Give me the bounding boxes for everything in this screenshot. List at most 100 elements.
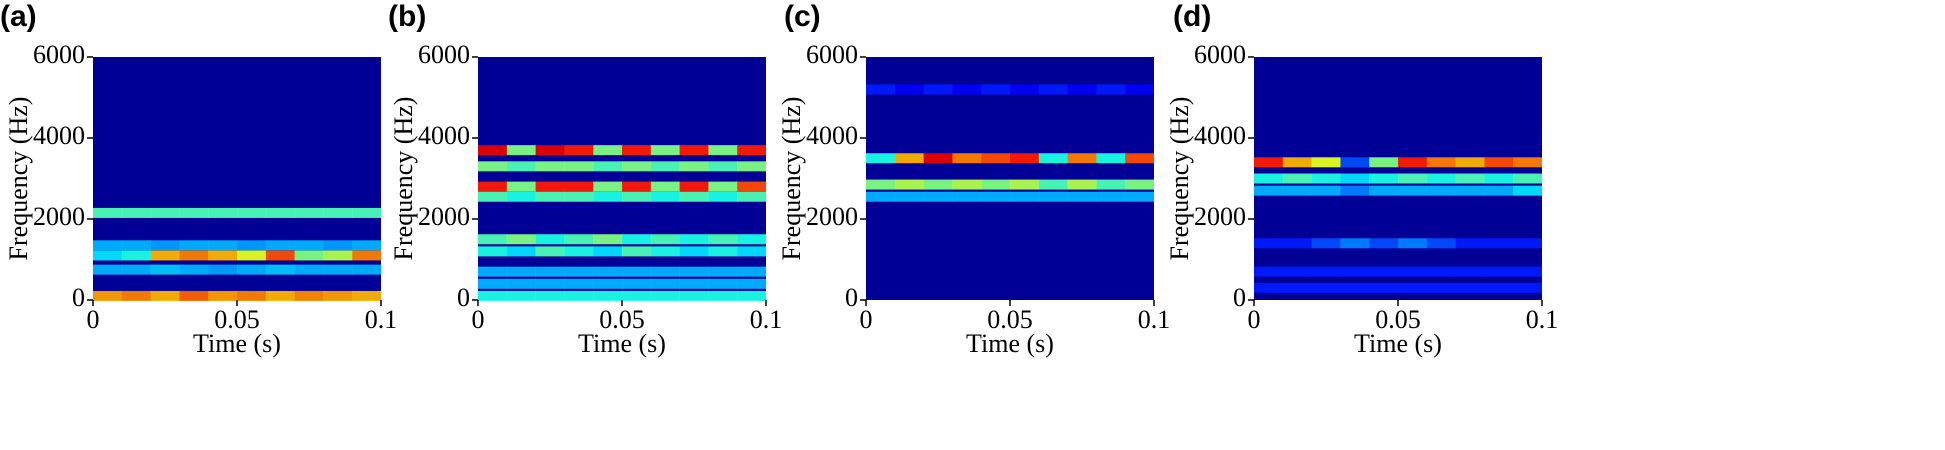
- spectrogram-cell: [1038, 153, 1069, 164]
- spectrogram-cell: [1010, 191, 1040, 202]
- spectrogram-cell: [1484, 185, 1514, 196]
- spectrogram-cell: [1484, 157, 1514, 168]
- spectrogram-cell: [1038, 84, 1069, 95]
- spectrogram-cell: [866, 191, 896, 202]
- spectrogram-cell: [1340, 157, 1370, 168]
- spectrogram-cell: [708, 234, 738, 245]
- y-axis-label: Frequency (Hz): [4, 97, 33, 261]
- spectrogram-cell: [265, 240, 296, 251]
- spectrogram-cell: [1254, 266, 1284, 277]
- spectrogram-cell: [650, 246, 681, 257]
- y-tick-label: 4000: [806, 121, 858, 150]
- spectrogram-cell: [679, 145, 709, 156]
- spectrogram-cell: [506, 191, 537, 202]
- spectrogram-cell: [352, 290, 381, 301]
- spectrogram-cell: [1369, 173, 1399, 184]
- spectrogram-cell: [622, 278, 652, 289]
- spectrogram-cell: [323, 250, 353, 261]
- spectrogram-cell: [650, 161, 681, 172]
- spectrogram-cell: [1369, 157, 1399, 168]
- spectrogram-cell: [150, 207, 180, 218]
- spectrogram-cell: [593, 145, 623, 156]
- spectrogram-cell: [981, 153, 1011, 164]
- x-tick-label: 0: [1248, 305, 1261, 334]
- y-tick-label: 0: [457, 283, 470, 312]
- spectrogram-cell: [1125, 153, 1154, 164]
- spectrogram-cell: [622, 234, 652, 245]
- y-tick-label: 4000: [33, 121, 85, 150]
- spectrogram-cell: [564, 181, 594, 192]
- spectrogram-cell: [1398, 173, 1428, 184]
- spectrogram-cell: [622, 191, 652, 202]
- spectrogram-cell: [650, 266, 681, 277]
- spectrogram-cell: [981, 84, 1011, 95]
- spectrogram-cell: [1340, 282, 1370, 293]
- spectrogram-cell: [323, 240, 353, 251]
- spectrogram-cell: [593, 278, 623, 289]
- spectrogram-cell: [1311, 238, 1341, 249]
- y-tick-label: 6000: [806, 40, 858, 69]
- spectrogram-cell: [1038, 191, 1069, 202]
- spectrogram-cell: [1096, 153, 1126, 164]
- spectrogram-cell: [179, 240, 209, 251]
- spectrogram-cell: [237, 240, 267, 251]
- x-tick-label: 0: [472, 305, 485, 334]
- spectrogram-cell: [708, 290, 738, 301]
- spectrogram-cell: [93, 250, 123, 261]
- spectrogram-cell: [1311, 157, 1341, 168]
- x-axis-label: Time (s): [193, 329, 281, 358]
- panel-label: (a): [0, 0, 37, 33]
- spectrogram-cell: [1369, 238, 1399, 249]
- spectrogram-cell: [708, 181, 738, 192]
- spectrogram-cell: [1398, 238, 1428, 249]
- spectrogram-cell: [208, 240, 238, 251]
- spectrogram-cell: [1455, 185, 1485, 196]
- y-tick-label: 2000: [418, 202, 470, 231]
- x-axis-label: Time (s): [1354, 329, 1442, 358]
- spectrogram-cell: [679, 290, 709, 301]
- spectrogram-cell: [1513, 157, 1542, 168]
- spectrogram-cell: [294, 207, 324, 218]
- spectrogram-cell: [1398, 157, 1428, 168]
- spectrogram-cell: [1513, 238, 1542, 249]
- spectrogram-cell: [150, 250, 180, 261]
- spectrogram-cell: [323, 264, 353, 275]
- spectrogram-cell: [708, 246, 738, 257]
- spectrogram-cell: [1067, 191, 1097, 202]
- spectrogram-cell: [564, 161, 594, 172]
- spectrogram-cell: [708, 278, 738, 289]
- spectrogram-cell: [923, 191, 953, 202]
- spectrogram-cell: [294, 264, 324, 275]
- spectrogram-cell: [506, 290, 537, 301]
- spectrogram-cell: [506, 234, 537, 245]
- spectrogram-cell: [923, 179, 953, 190]
- y-tick-label: 0: [845, 283, 858, 312]
- spectrogram-cell: [265, 250, 296, 261]
- spectrogram-cell: [478, 145, 508, 156]
- spectrogram-cell: [679, 266, 709, 277]
- spectrogram-cell: [93, 207, 123, 218]
- spectrogram-cell: [593, 161, 623, 172]
- spectrogram-cell: [1311, 282, 1341, 293]
- spectrogram-cell: [737, 145, 766, 156]
- spectrogram-cell: [622, 266, 652, 277]
- spectrogram-cell: [237, 207, 267, 218]
- spectrogram-cell: [1038, 179, 1069, 190]
- spectrogram-cell: [1340, 173, 1370, 184]
- spectrogram-cell: [1513, 173, 1542, 184]
- spectrogram-cell: [737, 278, 766, 289]
- spectrogram-cell: [679, 246, 709, 257]
- spectrogram-cell: [208, 250, 238, 261]
- plot-background: [866, 57, 1154, 300]
- x-tick-label: 0.05: [1375, 305, 1421, 334]
- spectrogram-cell: [352, 207, 381, 218]
- spectrogram-cell: [708, 191, 738, 202]
- spectrogram-cell: [478, 181, 508, 192]
- spectrogram-cell: [1426, 185, 1457, 196]
- spectrogram-cell: [478, 266, 508, 277]
- spectrogram-cell: [622, 246, 652, 257]
- spectrogram-cell: [679, 191, 709, 202]
- spectrogram-cell: [1340, 266, 1370, 277]
- spectrogram-cell: [1282, 157, 1313, 168]
